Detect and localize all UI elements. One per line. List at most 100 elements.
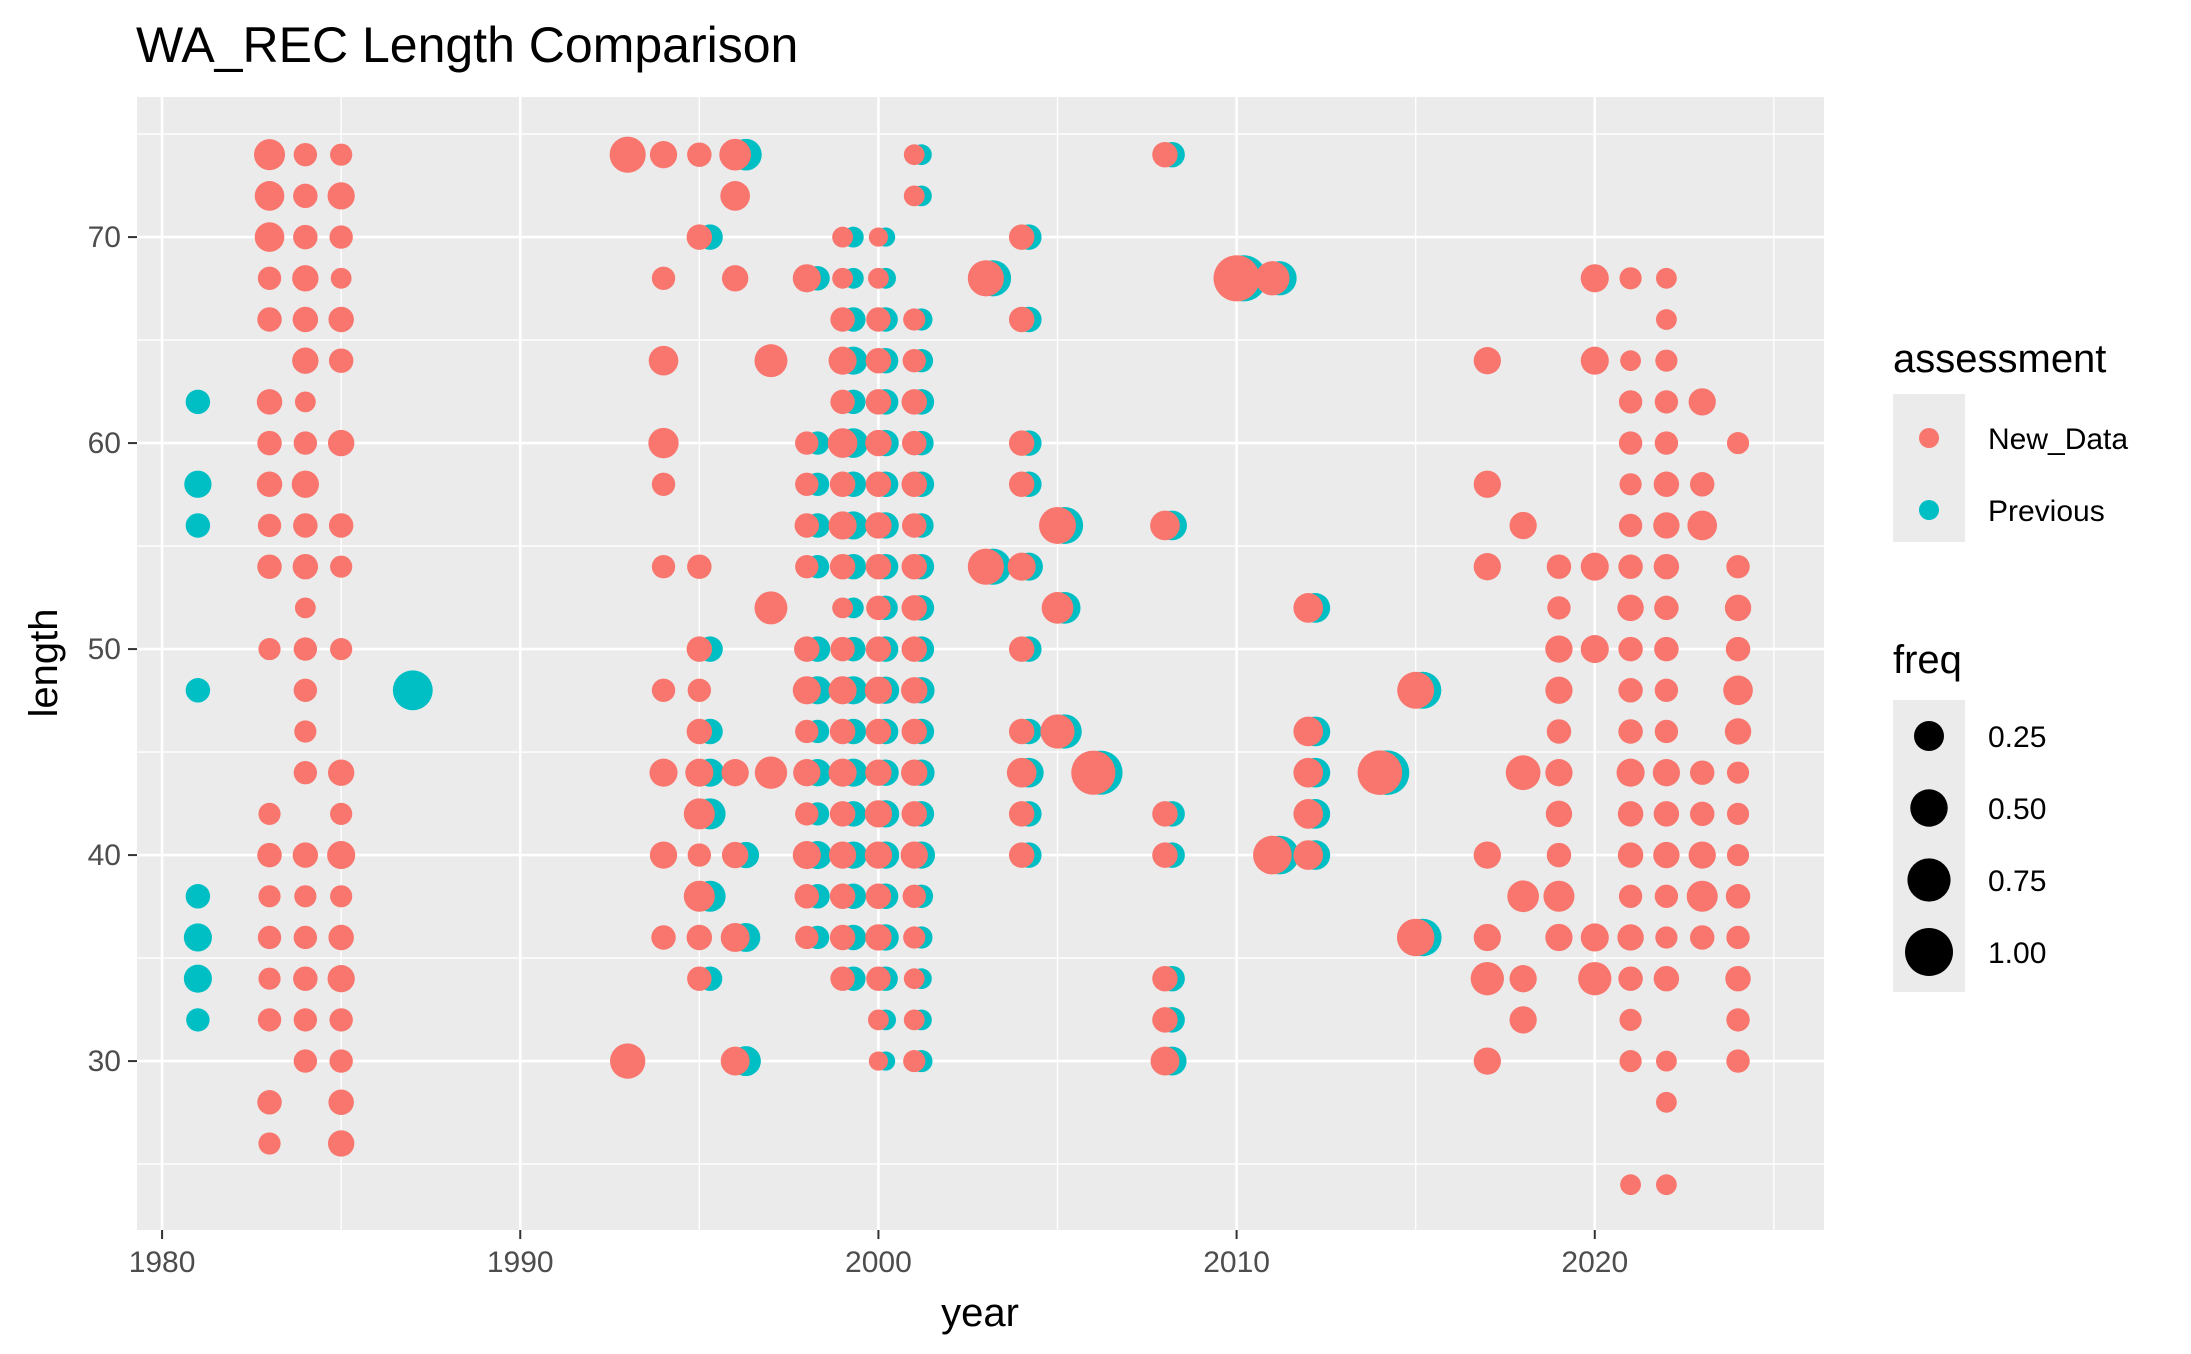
data-point bbox=[1688, 388, 1716, 416]
axis-ticks: 1980 1990 2000 2010 2020 30 40 50 60 70 bbox=[88, 221, 1629, 1279]
data-point bbox=[257, 430, 282, 456]
data-point bbox=[1618, 636, 1643, 662]
data-point bbox=[292, 842, 319, 868]
data-point bbox=[795, 719, 819, 744]
data-point bbox=[865, 553, 892, 580]
data-point bbox=[1687, 510, 1718, 541]
data-point bbox=[1545, 759, 1573, 787]
legend-size-label: 0.75 bbox=[1988, 865, 2046, 898]
data-point bbox=[795, 472, 819, 496]
data-point bbox=[1357, 750, 1403, 795]
data-point bbox=[1726, 761, 1750, 784]
data-point bbox=[865, 347, 892, 374]
legend-size-label: 0.25 bbox=[1988, 721, 2046, 754]
legend-label-previous: Previous bbox=[1988, 495, 2105, 528]
data-point bbox=[253, 139, 286, 171]
data-point bbox=[864, 676, 893, 704]
data-point bbox=[256, 471, 283, 498]
data-point bbox=[829, 883, 856, 910]
data-point bbox=[903, 308, 926, 331]
data-point bbox=[901, 595, 927, 621]
data-point bbox=[327, 1130, 355, 1157]
data-point bbox=[185, 884, 211, 909]
data-point bbox=[1473, 923, 1501, 952]
data-point bbox=[1617, 924, 1644, 951]
data-point bbox=[686, 718, 713, 745]
data-point bbox=[254, 181, 285, 211]
data-point bbox=[1655, 267, 1677, 289]
data-point bbox=[1071, 750, 1116, 795]
data-point bbox=[1473, 347, 1501, 375]
chart-title: WA_REC Length Comparison bbox=[136, 17, 798, 73]
data-point bbox=[720, 923, 750, 952]
data-point bbox=[1655, 926, 1678, 949]
data-point bbox=[828, 346, 857, 375]
data-point bbox=[1654, 390, 1679, 414]
legend-size-label: 0.50 bbox=[1988, 793, 2046, 826]
data-point bbox=[868, 1009, 889, 1031]
legend-size-key bbox=[1905, 928, 1953, 976]
data-point bbox=[1293, 716, 1324, 747]
data-point bbox=[1686, 880, 1718, 912]
data-point bbox=[902, 348, 926, 373]
data-point bbox=[1008, 636, 1035, 662]
data-point bbox=[754, 344, 788, 378]
data-point bbox=[327, 759, 355, 786]
x-tick-label: 2000 bbox=[845, 1246, 912, 1279]
data-point bbox=[1618, 884, 1643, 908]
data-point bbox=[1688, 841, 1716, 869]
data-point bbox=[1689, 925, 1715, 950]
data-point bbox=[902, 884, 926, 908]
data-point bbox=[792, 841, 821, 870]
data-point bbox=[1726, 925, 1750, 950]
data-point bbox=[827, 428, 858, 458]
data-point bbox=[721, 841, 749, 869]
data-point bbox=[1620, 350, 1641, 372]
data-point bbox=[832, 267, 854, 289]
data-point bbox=[257, 513, 282, 538]
data-point bbox=[257, 1008, 282, 1032]
data-point bbox=[294, 720, 317, 743]
legend-color-title: assessment bbox=[1893, 337, 2106, 381]
data-point bbox=[1293, 757, 1324, 788]
legend-size-label: 1.00 bbox=[1988, 937, 2046, 970]
data-point bbox=[1397, 671, 1435, 709]
data-point bbox=[903, 968, 925, 990]
data-point bbox=[1724, 594, 1752, 622]
data-point bbox=[1654, 431, 1679, 455]
data-point bbox=[1725, 884, 1751, 909]
data-point bbox=[1619, 267, 1642, 290]
data-point bbox=[1618, 554, 1643, 579]
data-point bbox=[1152, 1007, 1178, 1033]
data-point bbox=[1580, 346, 1609, 375]
data-point bbox=[294, 597, 316, 619]
data-point bbox=[1507, 880, 1539, 913]
data-point bbox=[1546, 719, 1572, 744]
data-point bbox=[258, 802, 281, 825]
data-point bbox=[651, 472, 676, 496]
data-point bbox=[901, 759, 928, 786]
data-point bbox=[257, 842, 282, 868]
data-point bbox=[866, 307, 891, 332]
data-point bbox=[257, 1090, 282, 1115]
data-point bbox=[293, 966, 318, 991]
grid-lines bbox=[137, 97, 1824, 1230]
data-point bbox=[293, 183, 318, 209]
data-point bbox=[1620, 1174, 1641, 1196]
data-point bbox=[1617, 801, 1644, 827]
data-point bbox=[1545, 800, 1573, 828]
data-point bbox=[1041, 592, 1074, 624]
data-point bbox=[1654, 719, 1679, 744]
data-point bbox=[828, 676, 857, 705]
data-point bbox=[903, 926, 926, 949]
data-point bbox=[1655, 349, 1678, 372]
data-point bbox=[1213, 255, 1260, 302]
y-axis-title: length bbox=[22, 609, 66, 718]
data-point bbox=[1509, 511, 1537, 540]
data-point bbox=[1008, 842, 1035, 868]
data-point bbox=[1150, 1046, 1180, 1076]
data-point bbox=[1619, 473, 1642, 496]
data-point bbox=[754, 591, 788, 625]
data-point bbox=[864, 841, 893, 869]
data-point bbox=[903, 1049, 926, 1073]
